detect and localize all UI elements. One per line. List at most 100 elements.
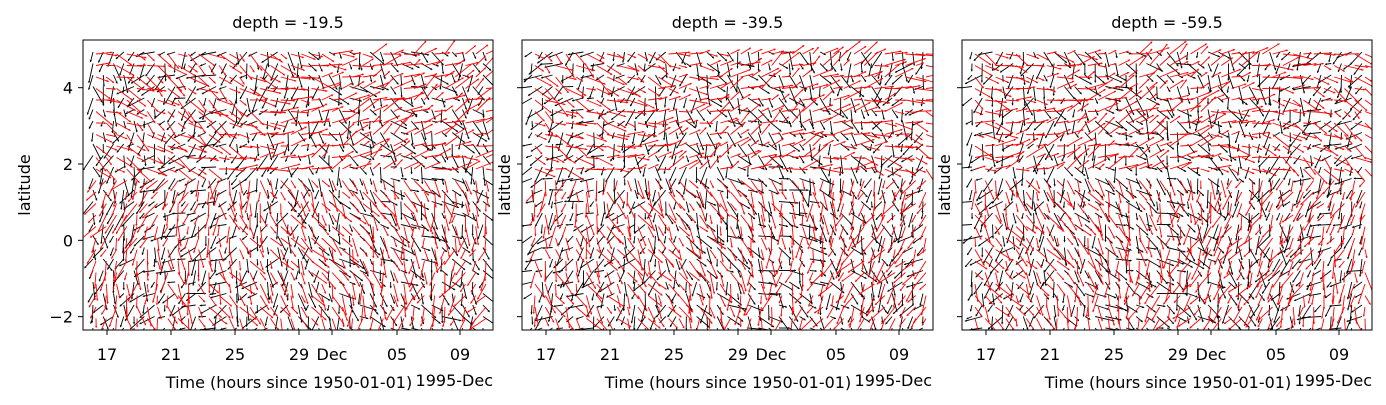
arrow [161,247,166,260]
arrow-head [363,209,366,212]
arrow [184,178,196,186]
arrow-head [617,124,620,127]
arrow [308,178,315,193]
arrow-head [351,150,354,153]
arrow [229,65,243,75]
arrow-head [442,332,444,334]
arrow-head [400,159,403,162]
arrow [359,201,367,213]
arrow-head [349,233,352,236]
arrow-head [285,335,287,337]
arrow [270,122,287,128]
arrow-head [735,256,738,259]
arrow-head [409,289,412,292]
arrow-head [484,209,487,212]
arrow-head [392,331,394,333]
arrow [423,203,427,219]
arrow-head [466,333,468,335]
arrow-head [542,177,545,180]
arrow-head [108,324,112,327]
arrow-head [196,160,199,163]
arrow-head [204,244,207,247]
arrow-head [278,80,281,83]
arrow-head [411,67,414,70]
arrow-head [414,226,417,229]
arrow [301,329,302,330]
arrow-head [430,191,433,194]
arrow-head [409,61,412,64]
arrow-head [139,216,142,219]
arrow-head [133,183,137,186]
arrow-head [715,129,718,132]
arrow [671,143,677,160]
arrow-head [356,164,359,167]
arrow [260,329,261,330]
arrow [727,201,739,218]
arrow [444,70,456,78]
arrow-head [204,109,207,112]
arrow [201,51,217,56]
arrow-head [683,62,686,65]
arrow-head [109,140,113,143]
arrow [455,260,466,276]
arrow-head [436,269,439,273]
arrow [339,258,356,266]
arrow [383,191,391,202]
arrow [104,295,107,308]
arrow-head [334,219,337,223]
arrow-head [693,337,695,339]
arrow [177,111,194,124]
arrow-head [682,192,686,195]
arrow-head [177,142,180,145]
arrow-head [464,171,467,174]
arrow-head [298,163,301,166]
arrow [290,283,294,299]
arrow [400,281,419,286]
arrow-head [620,322,624,326]
arrow-head [370,262,373,265]
arrow [331,65,347,71]
arrow-head [599,134,602,137]
arrow-head [483,234,486,237]
arrow [430,281,433,300]
arrow-head [428,248,431,252]
arrow-head [307,104,310,106]
arrow [191,224,197,238]
arrow [580,74,594,79]
arrow-head [659,82,662,85]
arrow-head [143,159,146,162]
arrow-head [380,181,383,184]
arrow [207,178,217,189]
arrow [462,120,470,140]
arrow [246,258,249,273]
arrow [127,191,138,203]
arrow-head [161,81,164,84]
arrow-head [731,270,734,273]
arrow-head [279,213,283,216]
arrow [126,97,135,108]
arrow-head [261,255,264,258]
arrow [352,65,375,68]
arrow [454,226,461,246]
arrow [259,76,277,89]
arrow-head [99,220,102,223]
arrow [465,45,477,55]
arrow [372,295,375,308]
arrow [301,106,320,112]
arrow [727,316,741,326]
arrow [188,122,203,129]
arrow-head [310,247,313,250]
arrow [454,180,464,193]
arrow-head [108,96,111,99]
arrow-head [139,337,141,339]
arrow-head [482,98,485,101]
arrow-head [287,169,290,173]
arrow-head [292,278,295,281]
arrow [280,178,289,189]
arrow-head [201,283,204,286]
arrow [198,76,210,88]
arrow [92,304,104,314]
arrow-head [625,294,628,297]
arrow [547,281,553,294]
arrow [198,53,216,67]
